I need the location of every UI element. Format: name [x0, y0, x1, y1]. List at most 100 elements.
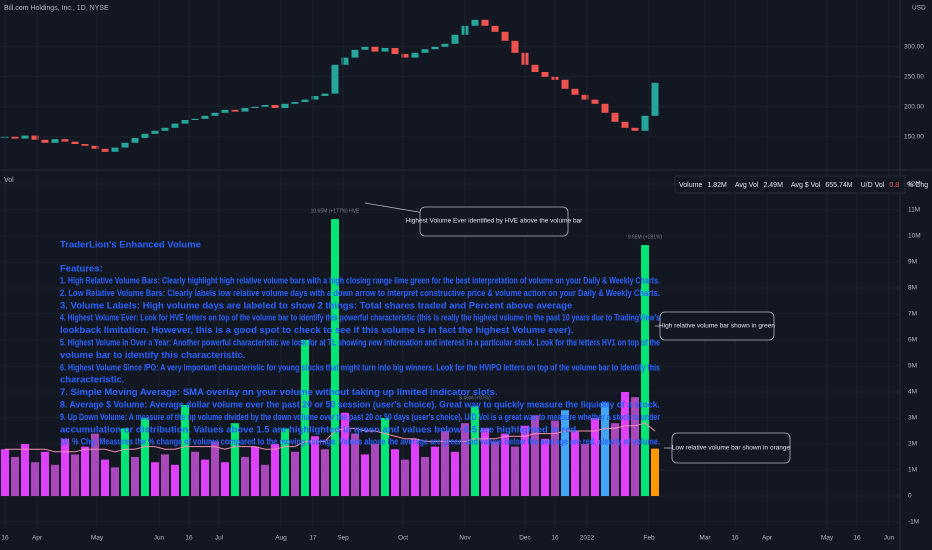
notes-line: 10. % Chg: Measures the % change of volu… [60, 437, 660, 448]
notes-line: 3. Volume Labels: High volume days are l… [60, 300, 572, 311]
candle [51, 139, 59, 143]
candle [111, 147, 119, 152]
callout-pointer [364, 202, 431, 215]
candle [121, 142, 129, 148]
candle [101, 148, 109, 152]
y-tick-label: 9M [908, 259, 917, 266]
y-tick-label: 10M [908, 233, 921, 240]
volume-bar [91, 433, 99, 497]
x-tick-label: Apr [32, 535, 43, 542]
notes-line: 7. Simple Moving Average: SMA overlay on… [60, 387, 498, 398]
candle [621, 121, 629, 128]
x-tick-label: Apr [762, 535, 773, 542]
callout-box [671, 432, 791, 464]
candle [341, 57, 349, 65]
candle [81, 144, 89, 146]
candle [571, 88, 579, 95]
notes-line: characteristic. [60, 375, 124, 386]
candle [71, 141, 79, 144]
candle [591, 99, 599, 104]
candle [161, 127, 169, 131]
volume-bar [201, 459, 209, 497]
volume-bar [391, 449, 399, 497]
volume-bar [471, 406, 479, 497]
x-tick-label: Jun [154, 535, 165, 542]
candle [501, 31, 509, 41]
volume-bar [141, 418, 149, 497]
volume-bar [371, 444, 379, 497]
candle [131, 138, 139, 143]
volume-bar [611, 423, 619, 497]
currency: USD [912, 5, 926, 12]
volume-bar [101, 459, 109, 497]
volume-bar [501, 433, 509, 497]
x-tick-label: Feb [643, 535, 655, 542]
y-tick-label: 6M [908, 337, 917, 344]
candle [351, 49, 359, 58]
candle [371, 46, 379, 52]
candle [431, 46, 439, 50]
y-tick-label: 12M [908, 181, 921, 188]
stat-label: Volume [679, 182, 702, 189]
x-tick-label: 16 [551, 535, 559, 542]
candle [411, 52, 419, 58]
bar-label: 3.46M (+97%) [459, 395, 491, 401]
notes-line: 5. Highest Volume in Over a Year: Anothe… [60, 338, 660, 349]
volume-bar [561, 410, 569, 497]
notes-subtitle: Features: [60, 264, 103, 275]
candle [211, 112, 219, 116]
candle [231, 109, 239, 112]
volume-bar [191, 451, 199, 497]
volume-bar [331, 219, 339, 497]
notes-line: volume bar to identify this characterist… [60, 350, 245, 361]
candle [61, 139, 69, 142]
volume-bar [401, 459, 409, 497]
candle [191, 118, 199, 120]
volume-bar [61, 438, 69, 497]
y-tick-label: 200.00 [904, 104, 924, 111]
candle [421, 49, 429, 53]
volume-bar [581, 444, 589, 497]
volume-bar [121, 428, 129, 497]
volume-bar [231, 423, 239, 497]
volume-bar [421, 457, 429, 497]
volume-bar [241, 457, 249, 497]
annotation: High relative volume bar shown in green [659, 323, 775, 330]
callout-box [419, 206, 569, 237]
x-tick-label: 16 [185, 535, 193, 542]
volume-bar [621, 391, 629, 497]
volume-bar [171, 464, 179, 497]
volume-bar [291, 451, 299, 497]
symbol-title: Bill.com Holdings, Inc., 1D, NYSE [4, 5, 109, 12]
y-tick-label: 300.00 [904, 44, 924, 51]
candle [181, 120, 189, 124]
volume-bar [81, 446, 89, 497]
candle [291, 102, 299, 104]
volume-bar [491, 441, 499, 497]
annotation: Low relative volume bar shown in orange [672, 445, 791, 452]
stat-label: U/D Vol [861, 182, 885, 189]
notes-line: lookback limitation. However, this is a … [60, 325, 573, 336]
candle [141, 133, 149, 138]
candle [651, 82, 659, 116]
x-tick-label: Aug [275, 535, 287, 542]
candle [401, 54, 409, 58]
volume-bar [111, 467, 119, 497]
annotation: Highest Volume Ever identified by HVE ab… [406, 218, 584, 225]
volume-bar [541, 438, 549, 497]
candle [451, 34, 459, 44]
candle [201, 115, 209, 119]
x-tick-label: May [821, 535, 834, 542]
stat-label: Avg Vol [735, 182, 759, 189]
notes-line: 2. Low Relative Volume Bars: Clearly lab… [60, 288, 660, 299]
volume-bar [131, 457, 139, 497]
notes-line: 9. Up Down Volume: A measure of the up v… [60, 412, 660, 423]
candle [491, 25, 499, 32]
volume-bar [281, 428, 289, 497]
candle [321, 93, 329, 96]
candle [381, 48, 389, 52]
y-tick-label: 250.00 [904, 74, 924, 81]
notes-line: 4. Highest Volume Ever: Look for HVE let… [60, 313, 660, 324]
volume-bar [481, 428, 489, 497]
stat-value: 655.74M [825, 182, 852, 189]
